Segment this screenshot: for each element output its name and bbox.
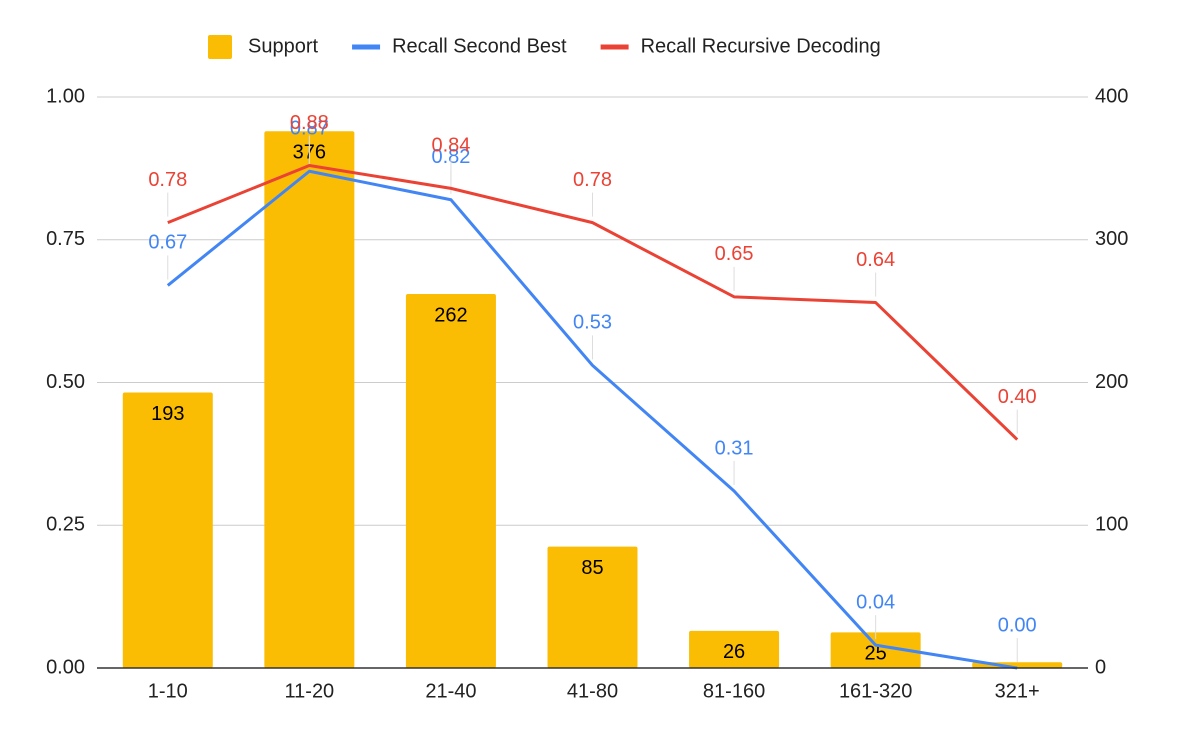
bar <box>264 131 355 668</box>
bar <box>547 546 638 668</box>
bar-value-label: 85 <box>581 557 603 579</box>
line-value-label: 0.53 <box>573 312 612 334</box>
bar-value-label: 193 <box>151 403 184 425</box>
legend-label: Recall Second Best <box>392 35 567 57</box>
line-value-label: 0.67 <box>148 232 187 254</box>
y-tick-label: 1.00 <box>46 85 85 107</box>
y-tick-label: 0.00 <box>46 656 85 678</box>
y2-tick-label: 0 <box>1095 656 1106 678</box>
legend-label: Recall Recursive Decoding <box>641 35 881 57</box>
line-value-label: 0.40 <box>998 386 1037 408</box>
x-tick-label: 1-10 <box>148 680 188 702</box>
line-value-label: 0.64 <box>856 249 895 271</box>
y-tick-label: 0.25 <box>46 514 85 536</box>
bar <box>405 293 496 668</box>
bar <box>689 630 780 668</box>
legend-label: Support <box>248 35 318 57</box>
line-value-label: 0.78 <box>148 169 187 191</box>
x-tick-label: 321+ <box>995 680 1040 702</box>
line-value-label: 0.04 <box>856 591 895 613</box>
bar-value-label: 26 <box>723 641 745 663</box>
line-value-label: 0.87 <box>290 118 329 140</box>
line-value-label: 0.31 <box>715 437 754 459</box>
legend-swatch <box>208 35 232 59</box>
y2-tick-label: 300 <box>1095 228 1128 250</box>
line-value-label: 0.84 <box>431 135 470 157</box>
x-tick-label: 81-160 <box>703 680 765 702</box>
line-value-label: 0.00 <box>998 614 1037 636</box>
x-tick-label: 161-320 <box>839 680 912 702</box>
y2-tick-label: 400 <box>1095 85 1128 107</box>
y-tick-label: 0.50 <box>46 371 85 393</box>
line-value-label: 0.82 <box>431 146 470 168</box>
y2-tick-label: 200 <box>1095 371 1128 393</box>
line <box>167 164 1019 441</box>
bar-value-label: 25 <box>865 643 887 665</box>
y2-tick-label: 100 <box>1095 514 1128 536</box>
line-value-label: 0.78 <box>573 169 612 191</box>
x-tick-label: 21-40 <box>425 680 476 702</box>
bar-value-label: 262 <box>434 304 467 326</box>
line-value-label: 0.88 <box>290 112 329 134</box>
y-tick-label: 0.75 <box>46 228 85 250</box>
bar <box>830 632 921 668</box>
bar <box>122 392 213 668</box>
x-tick-label: 11-20 <box>285 680 335 702</box>
line <box>166 169 1018 670</box>
x-tick-label: 41-80 <box>567 680 618 702</box>
line-value-label: 0.65 <box>715 243 754 265</box>
